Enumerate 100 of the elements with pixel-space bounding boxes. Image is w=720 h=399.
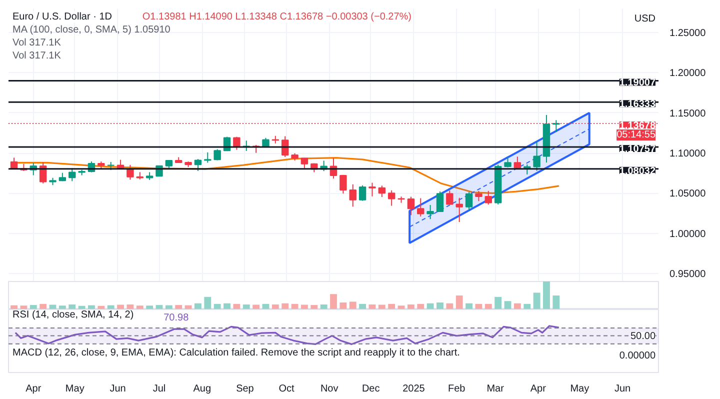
y-tick-label: 1.20000 bbox=[670, 68, 706, 80]
y-tick-label: 0.95000 bbox=[670, 268, 706, 280]
ref-line-label: 1.19007 bbox=[619, 78, 656, 89]
bar bbox=[194, 303, 202, 309]
bar bbox=[126, 304, 134, 309]
bar bbox=[484, 304, 492, 309]
candlestick bbox=[126, 164, 134, 180]
y-tick-label: 1.25000 bbox=[670, 28, 706, 40]
text: MACD (12, 26, close, 9, EMA, EMA): Calculation failed. Remove the script and reapply it to the chart. bbox=[12, 348, 460, 358]
x-tick-label: May bbox=[570, 384, 590, 394]
bar bbox=[214, 304, 221, 309]
bar bbox=[349, 302, 356, 309]
bar bbox=[436, 302, 444, 309]
x-tick-label: Oct bbox=[278, 384, 294, 394]
bar bbox=[310, 305, 318, 309]
candlestick bbox=[39, 162, 47, 184]
ref-line-label: 1.08032 bbox=[619, 166, 656, 177]
bar bbox=[291, 304, 298, 309]
candlestick bbox=[426, 204, 434, 220]
candlestick bbox=[388, 190, 396, 206]
ref-line-label: 1.13678 05:14:55 bbox=[616, 120, 656, 140]
candlestick bbox=[484, 190, 492, 205]
x-tick-label: Jun bbox=[614, 384, 631, 394]
x-tick-label: Dec bbox=[362, 384, 380, 394]
bar bbox=[117, 304, 124, 309]
bar bbox=[330, 294, 337, 309]
candlestick bbox=[465, 192, 473, 211]
ref-line-label: 1.10757 bbox=[619, 144, 656, 155]
chart-title: RSI (14, close, SMA, 14, 2) bbox=[12, 310, 134, 320]
bar bbox=[78, 306, 86, 309]
candlestick bbox=[194, 158, 202, 172]
bar bbox=[446, 303, 454, 309]
y-tick-label: 1.05000 bbox=[670, 188, 706, 200]
x-tick-label: Mar bbox=[486, 384, 505, 394]
bar bbox=[282, 303, 289, 309]
bar bbox=[107, 305, 114, 309]
bar bbox=[426, 303, 434, 309]
candlestick bbox=[358, 184, 366, 202]
bar bbox=[204, 296, 212, 309]
x-tick-label: 2025 bbox=[402, 384, 426, 394]
bar bbox=[301, 304, 308, 309]
candlestick bbox=[436, 190, 444, 212]
bar bbox=[156, 305, 163, 309]
bar bbox=[146, 306, 154, 309]
candlestick bbox=[368, 182, 376, 197]
bar bbox=[359, 304, 366, 309]
bar bbox=[504, 301, 512, 309]
bar bbox=[466, 303, 472, 309]
x-tick-label: Jul bbox=[152, 384, 166, 394]
bar bbox=[40, 304, 47, 309]
bar bbox=[398, 306, 405, 309]
annotation: MA (100, close, 0, SMA, 5) 1.05910 bbox=[12, 24, 171, 36]
candlestick bbox=[504, 156, 512, 168]
bar bbox=[494, 296, 502, 309]
bar bbox=[136, 306, 144, 309]
bar bbox=[262, 304, 270, 309]
chart-subtitle: 70.98 bbox=[164, 312, 190, 324]
bar bbox=[378, 304, 386, 309]
y-tick-label: 1.00000 bbox=[670, 228, 706, 240]
bar bbox=[242, 304, 250, 309]
candlestick bbox=[68, 168, 76, 182]
text: 0.00000 bbox=[619, 350, 656, 362]
bar bbox=[340, 302, 347, 309]
candlestick bbox=[340, 174, 347, 194]
candlestick bbox=[204, 152, 212, 164]
bar bbox=[368, 304, 376, 309]
bar bbox=[20, 306, 28, 309]
annotation: 50.00 bbox=[630, 331, 656, 342]
candlestick bbox=[417, 198, 424, 217]
chart-subtitle: O1.13981 H1.14090 L1.13348 C1.13678 −0.00303 (−0.27%) bbox=[142, 12, 412, 22]
bar bbox=[224, 303, 230, 309]
bar bbox=[533, 292, 540, 309]
y-axis-title: USD bbox=[634, 14, 656, 24]
bar bbox=[417, 304, 424, 309]
candlestick bbox=[456, 197, 463, 222]
candlestick bbox=[233, 136, 240, 150]
bar bbox=[175, 305, 182, 309]
bar bbox=[524, 304, 531, 309]
bar bbox=[543, 282, 550, 309]
candlestick bbox=[300, 158, 308, 169]
bar bbox=[98, 306, 105, 309]
y-tick-label: 1.15000 bbox=[670, 108, 706, 120]
annotation: Vol 317.1K bbox=[12, 50, 62, 62]
x-tick-label: Apr bbox=[530, 384, 547, 394]
bar bbox=[552, 296, 560, 309]
bar bbox=[320, 304, 328, 309]
bar bbox=[252, 304, 260, 309]
bar bbox=[10, 305, 18, 309]
bar bbox=[475, 304, 482, 309]
candlestick bbox=[407, 196, 415, 216]
bar bbox=[88, 305, 95, 309]
bar bbox=[49, 304, 56, 309]
bar bbox=[165, 305, 172, 309]
annotation: Vol 317.1K bbox=[12, 38, 62, 48]
bar bbox=[30, 305, 37, 309]
x-tick-label: Jun bbox=[110, 384, 126, 394]
bar bbox=[388, 304, 396, 309]
bar bbox=[272, 304, 279, 309]
x-tick-label: Feb bbox=[448, 384, 466, 394]
candlestick bbox=[533, 140, 540, 172]
